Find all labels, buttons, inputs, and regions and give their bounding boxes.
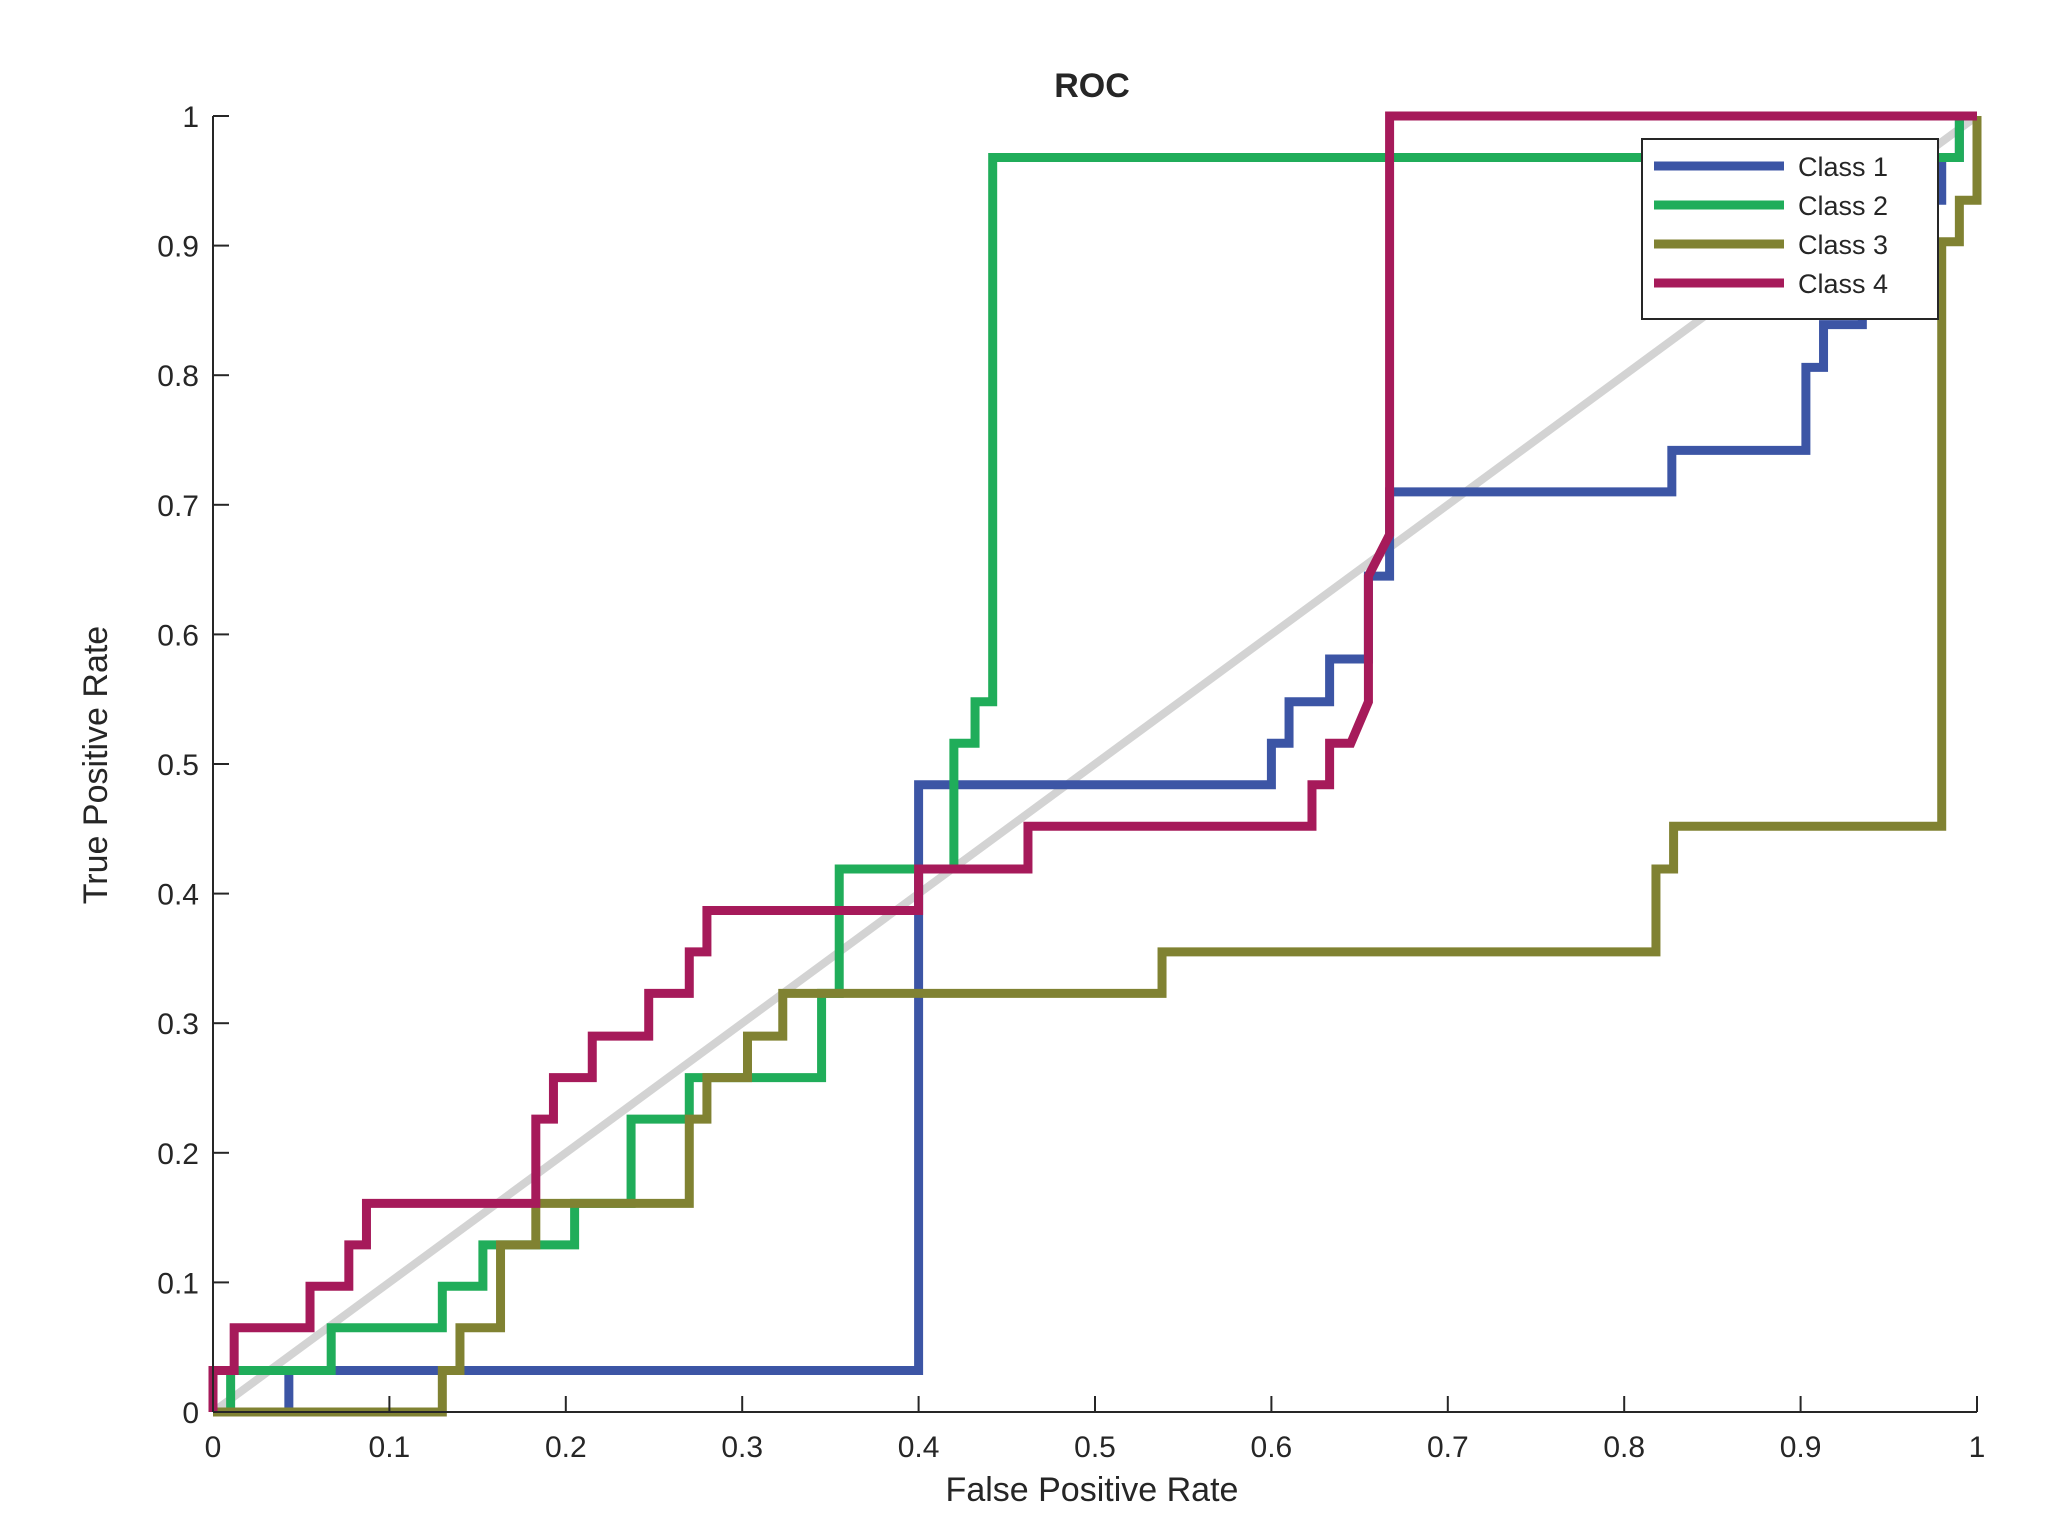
legend-label-class-2: Class 2 <box>1798 191 1888 221</box>
x-tick-label: 0.5 <box>1074 1431 1116 1464</box>
axes: 0 0.1 0.2 0.3 0.4 0.5 0.6 0.7 0.8 0.9 1 0 0.1 0.2 0.3 0… <box>157 101 1985 1464</box>
y-tick-label: 0.8 <box>157 360 199 393</box>
y-tick-label: 0.7 <box>157 490 199 523</box>
legend-label-class-3: Class 3 <box>1798 230 1888 260</box>
y-tick-label: 0.3 <box>157 1008 199 1041</box>
y-tick-label: 0.4 <box>157 879 199 912</box>
x-axis-label: False Positive Rate <box>946 1471 1239 1509</box>
y-tick-label: 0 <box>182 1397 199 1430</box>
plot-area <box>208 111 1982 1417</box>
x-tick-label: 0.3 <box>721 1431 763 1464</box>
y-tick-label: 0.1 <box>157 1267 199 1300</box>
x-tick-label: 0.7 <box>1427 1431 1469 1464</box>
y-tick-label: 0.2 <box>157 1138 199 1171</box>
x-tick-label: 0.8 <box>1603 1431 1645 1464</box>
x-tick-label: 0.4 <box>898 1431 940 1464</box>
legend: Class 1 Class 2 Class 3 Class 4 <box>1641 138 1939 320</box>
x-tick-label: 0.1 <box>369 1431 411 1464</box>
series-line-class-3 <box>213 116 1982 1417</box>
x-tick-label: 0.6 <box>1251 1431 1293 1464</box>
legend-label-class-1: Class 1 <box>1798 152 1888 182</box>
y-tick-label: 0.5 <box>157 749 199 782</box>
series-line-class-2 <box>213 111 1977 1417</box>
series-line-class-4 <box>208 111 1977 1412</box>
x-tick-label: 0 <box>205 1431 222 1464</box>
x-tick-label: 0.2 <box>545 1431 587 1464</box>
reference-line-chance <box>210 112 1980 1416</box>
y-tick-label: 0.9 <box>157 231 199 264</box>
chart-title: ROC <box>1054 67 1130 105</box>
y-tick-label: 0.6 <box>157 619 199 652</box>
y-axis-label: True Positive Rate <box>77 626 115 904</box>
x-tick-label: 0.9 <box>1780 1431 1822 1464</box>
y-tick-label: 1 <box>182 101 199 134</box>
x-tick-label: 1 <box>1969 1431 1986 1464</box>
legend-label-class-4: Class 4 <box>1798 269 1888 299</box>
